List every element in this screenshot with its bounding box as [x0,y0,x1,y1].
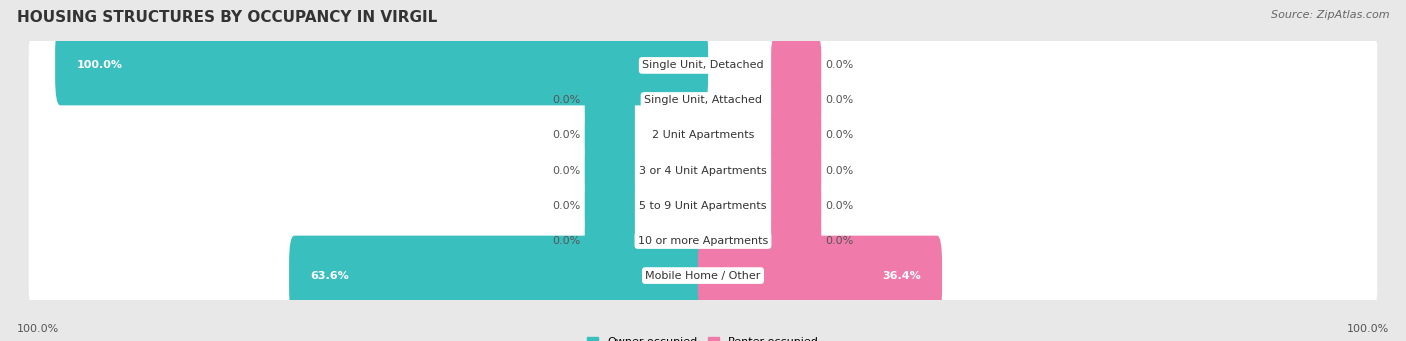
Text: 63.6%: 63.6% [311,270,349,281]
Text: 0.0%: 0.0% [825,60,853,71]
Text: 0.0%: 0.0% [825,131,853,140]
FancyBboxPatch shape [28,178,1378,234]
FancyBboxPatch shape [585,145,636,196]
FancyBboxPatch shape [770,145,821,196]
Text: HOUSING STRUCTURES BY OCCUPANCY IN VIRGIL: HOUSING STRUCTURES BY OCCUPANCY IN VIRGI… [17,10,437,25]
FancyBboxPatch shape [28,212,1378,269]
Text: 0.0%: 0.0% [825,236,853,246]
Text: 36.4%: 36.4% [882,270,921,281]
Text: 0.0%: 0.0% [825,95,853,105]
FancyBboxPatch shape [28,107,1378,163]
Text: 2 Unit Apartments: 2 Unit Apartments [652,131,754,140]
Text: Mobile Home / Other: Mobile Home / Other [645,270,761,281]
FancyBboxPatch shape [697,236,942,315]
FancyBboxPatch shape [585,214,636,266]
FancyBboxPatch shape [770,214,821,266]
FancyBboxPatch shape [585,180,636,232]
Text: 100.0%: 100.0% [1347,324,1389,334]
FancyBboxPatch shape [585,75,636,127]
FancyBboxPatch shape [28,143,1378,198]
Text: Single Unit, Detached: Single Unit, Detached [643,60,763,71]
Text: Source: ZipAtlas.com: Source: ZipAtlas.com [1271,10,1389,20]
Text: 0.0%: 0.0% [825,165,853,176]
FancyBboxPatch shape [770,109,821,161]
Text: 0.0%: 0.0% [553,201,581,210]
FancyBboxPatch shape [770,180,821,232]
Text: 100.0%: 100.0% [76,60,122,71]
FancyBboxPatch shape [28,72,1378,129]
FancyBboxPatch shape [290,236,709,315]
FancyBboxPatch shape [585,109,636,161]
FancyBboxPatch shape [770,75,821,127]
Text: 0.0%: 0.0% [553,236,581,246]
Text: 0.0%: 0.0% [553,131,581,140]
Text: 3 or 4 Unit Apartments: 3 or 4 Unit Apartments [640,165,766,176]
FancyBboxPatch shape [28,248,1378,303]
Text: 5 to 9 Unit Apartments: 5 to 9 Unit Apartments [640,201,766,210]
FancyBboxPatch shape [770,40,821,91]
Text: 0.0%: 0.0% [553,95,581,105]
Text: 10 or more Apartments: 10 or more Apartments [638,236,768,246]
Text: 0.0%: 0.0% [553,165,581,176]
Text: Single Unit, Attached: Single Unit, Attached [644,95,762,105]
FancyBboxPatch shape [55,26,709,105]
Text: 0.0%: 0.0% [825,201,853,210]
Legend: Owner-occupied, Renter-occupied: Owner-occupied, Renter-occupied [582,332,824,341]
Text: 100.0%: 100.0% [17,324,59,334]
FancyBboxPatch shape [28,38,1378,93]
